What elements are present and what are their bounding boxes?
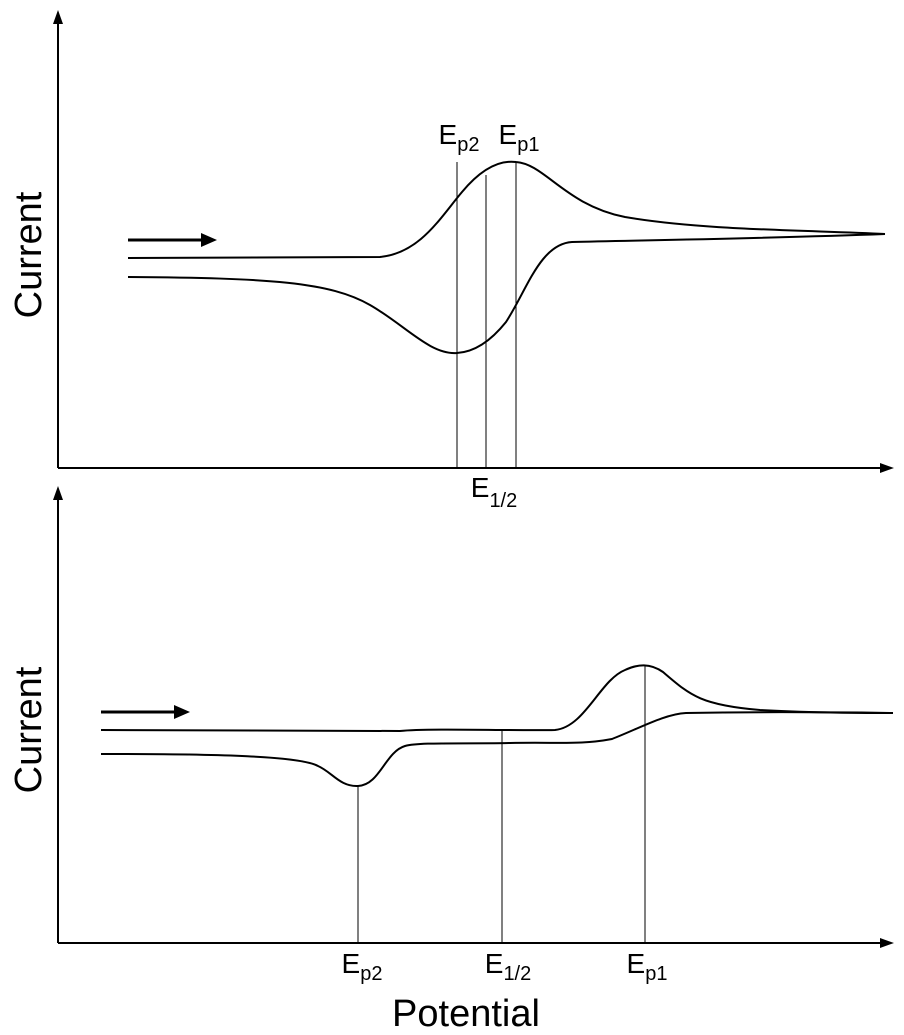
bottom-x-axis-arrowhead: [880, 938, 894, 948]
top-y-axis-label: Current: [8, 191, 50, 318]
bottom-scan-direction-arrow: [101, 705, 190, 719]
top-scan-direction-arrow: [128, 233, 217, 247]
top-marker-ep1: Ep1: [499, 119, 540, 156]
top-reverse-scan-trace: [127, 233, 886, 355]
bottom-forward-scan-trace: [100, 664, 894, 733]
x-axis-label: Potential: [392, 993, 540, 1035]
bottom-marker-e12: E1/2: [485, 948, 532, 985]
bottom-marker-ep1: Ep1: [627, 948, 668, 985]
bottom-y-axis-arrowhead: [53, 486, 63, 500]
bottom-y-axis-label: Current: [8, 666, 50, 793]
panel-reversible: Current Ep2 Ep1 E1/2: [8, 10, 894, 512]
bottom-marker-ep2: Ep2: [342, 948, 383, 985]
top-forward-scan-trace: [127, 160, 886, 259]
panel-irreversible: Current Ep2 E1/2 Ep1: [8, 486, 894, 985]
top-y-axis-arrowhead: [53, 10, 63, 24]
top-x-axis-arrowhead: [880, 463, 894, 473]
bottom-reverse-scan-trace: [100, 711, 894, 788]
top-marker-e12: E1/2: [471, 472, 518, 512]
top-marker-ep2: Ep2: [439, 119, 480, 156]
